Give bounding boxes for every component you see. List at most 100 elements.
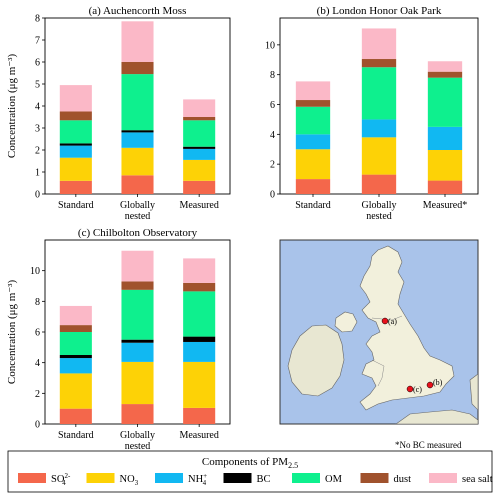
legend-label-seasalt: sea salt	[462, 474, 493, 485]
legend-label-om: OM	[325, 474, 343, 485]
legend-swatch-om	[292, 473, 320, 483]
northern-ireland	[334, 311, 358, 333]
legend-label-no3: NO3	[120, 474, 139, 487]
site-label-c: (c)	[413, 385, 422, 394]
legend-swatch-so4	[18, 473, 46, 483]
site-marker-b	[426, 381, 434, 389]
bar-segment-so4	[59, 408, 92, 424]
bar-segment-so4	[121, 175, 154, 194]
legend-item-seasalt: sea salt	[429, 473, 493, 485]
y-tick-label: 8	[35, 14, 40, 25]
x-tick-label: Measured*	[423, 200, 467, 211]
bar-segment-no3	[295, 149, 331, 180]
bar-segment-bc	[183, 336, 216, 342]
bar-segment-seasalt	[295, 81, 331, 101]
bar-segment-om	[183, 291, 216, 337]
bar-segment-bc	[183, 146, 216, 149]
legend-item-bc: BC	[223, 473, 271, 485]
bar-segment-om	[59, 120, 92, 144]
bar-segment-bc	[59, 143, 92, 146]
y-tick-label: 3	[35, 124, 40, 135]
legend-swatch-bc	[223, 473, 252, 483]
bar-segment-dust	[121, 62, 154, 75]
bar-segment-so4	[183, 407, 216, 424]
chart-title: (b) London Honor Oak Park	[317, 5, 442, 17]
chart-title: (a) Auchencorth Moss	[89, 5, 187, 17]
bar-segment-om	[361, 67, 397, 120]
y-tick-label: 7	[35, 36, 40, 47]
legend-item-nh4: NH+ 4	[155, 472, 207, 487]
bar-segment-nh4	[59, 145, 92, 158]
chart-title: (c) Chilbolton Observatory	[78, 227, 198, 239]
bar-segment-om	[295, 106, 331, 135]
legend-box	[7, 450, 493, 493]
x-tick-label: Standard	[58, 430, 94, 441]
x-tick-label: Globally nested	[120, 200, 155, 222]
y-tick-label: 1	[35, 168, 40, 179]
bar-segment-no3	[361, 137, 397, 175]
legend-item-so4: SO2-4	[18, 472, 71, 487]
bar-segment-dust	[121, 281, 154, 290]
site-label-b: (b)	[433, 378, 443, 387]
y-tick-label: 2	[35, 389, 40, 400]
bar-segment-nh4	[361, 119, 397, 138]
legend-label-bc: BC	[257, 474, 271, 485]
bar-segment-om	[121, 74, 154, 131]
y-tick-label: 4	[270, 130, 275, 141]
legend-swatch-seasalt	[429, 473, 457, 483]
bar-segment-no3	[427, 150, 463, 181]
y-tick-label: 6	[270, 100, 275, 111]
bar-segment-dust	[361, 59, 397, 68]
y-tick-label: 6	[35, 58, 40, 69]
site-label-a: (a)	[388, 317, 397, 326]
x-tick-label: Standard	[58, 200, 94, 211]
site-marker-c	[406, 385, 414, 393]
bar-segment-so4	[427, 180, 463, 194]
legend-title: Components of PM2.5	[202, 456, 298, 470]
bar-segment-bc	[59, 355, 92, 359]
bar-segment-no3	[121, 361, 154, 405]
bar-segment-so4	[361, 174, 397, 194]
bar-segment-bc	[121, 339, 154, 343]
bar-segment-om	[183, 120, 216, 147]
bar-segment-om	[121, 289, 154, 340]
bar-segment-seasalt	[427, 61, 463, 72]
x-tick-label: Standard	[295, 200, 331, 211]
y-tick-label: 0	[270, 190, 275, 201]
x-tick-label: Measured	[179, 430, 218, 441]
y-axis-label: Concentration (μg m⁻³)	[6, 280, 18, 385]
bar-segment-dust	[295, 100, 331, 107]
bar-segment-seasalt	[121, 21, 154, 62]
bar-segment-bc	[121, 130, 154, 133]
bar-segment-no3	[121, 147, 154, 176]
bar-segment-dust	[183, 282, 216, 292]
y-tick-label: 4	[35, 358, 40, 369]
legend-label-so4: SO2-4	[51, 472, 71, 487]
bar-segment-so4	[59, 180, 92, 194]
legend-item-no3: NO3	[86, 473, 139, 487]
bar-segment-nh4	[295, 134, 331, 150]
bar-segment-nh4	[121, 132, 154, 148]
bar-segment-dust	[59, 111, 92, 121]
bar-segment-so4	[121, 404, 154, 424]
y-axis-label: Concentration (μg m⁻³)	[6, 54, 18, 159]
bar-segment-nh4	[427, 126, 463, 150]
y-tick-label: 2	[35, 146, 40, 157]
bar-segment-seasalt	[59, 305, 92, 326]
france-coast	[395, 409, 478, 424]
bar-segment-seasalt	[59, 85, 92, 112]
chart-panel-2: (b) London Honor Oak Park 0 2 4 6 8 10 Standard…	[265, 5, 479, 222]
x-tick-label: Globally nested	[120, 430, 155, 452]
y-tick-label: 6	[35, 328, 40, 339]
legend-item-dust: dust	[360, 473, 412, 485]
scotland-england-border	[371, 315, 403, 321]
bar-segment-no3	[59, 373, 92, 409]
legend-label-dust: dust	[394, 474, 412, 485]
bar-segment-so4	[295, 179, 331, 194]
bar-segment-nh4	[121, 342, 154, 362]
bar-segment-dust	[59, 325, 92, 332]
ireland	[287, 324, 345, 397]
legend-swatch-dust	[360, 473, 389, 483]
bar-segment-om	[59, 332, 92, 355]
